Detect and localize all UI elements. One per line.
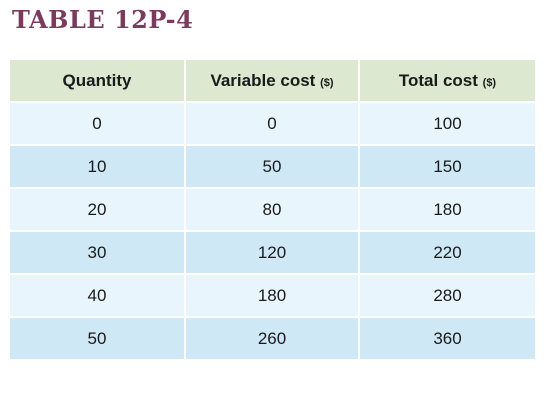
cost-table: Quantity Variable cost ($) Total cost ($… <box>10 60 535 359</box>
cell-total-cost: 180 <box>359 188 535 232</box>
cell-quantity: 10 <box>10 145 186 189</box>
cell-quantity: 40 <box>10 274 186 318</box>
cell-total-cost: 150 <box>359 145 535 189</box>
cell-total-cost: 280 <box>359 274 535 318</box>
cell-variable-cost: 80 <box>185 188 360 232</box>
table-row: 40 180 280 <box>10 274 535 318</box>
header-unit: ($) <box>482 76 497 89</box>
cell-total-cost: 100 <box>359 102 535 146</box>
table-row: 30 120 220 <box>10 231 535 275</box>
cell-quantity: 0 <box>10 102 186 146</box>
cell-total-cost: 220 <box>359 231 535 275</box>
header-quantity: Quantity <box>10 60 186 103</box>
cell-variable-cost: 180 <box>185 274 360 318</box>
table-title: TABLE 12P-4 <box>12 5 194 34</box>
cell-quantity: 50 <box>10 317 186 359</box>
table-row: 50 260 360 <box>10 317 535 359</box>
header-label: Variable cost <box>210 70 316 90</box>
header-label: Quantity <box>62 70 132 90</box>
table-row: 20 80 180 <box>10 188 535 232</box>
cell-variable-cost: 0 <box>185 102 360 146</box>
cell-total-cost: 360 <box>359 317 535 359</box>
table-row: 10 50 150 <box>10 145 535 189</box>
header-variable-cost: Variable cost ($) <box>185 60 360 103</box>
header-unit: ($) <box>320 76 334 89</box>
cell-variable-cost: 50 <box>185 145 360 189</box>
cell-quantity: 30 <box>10 231 186 275</box>
cell-variable-cost: 260 <box>185 317 360 359</box>
table-row: 0 0 100 <box>10 102 535 146</box>
header-total-cost: Total cost ($) <box>359 60 535 103</box>
header-label: Total cost <box>398 70 478 90</box>
cell-variable-cost: 120 <box>185 231 360 275</box>
cell-quantity: 20 <box>10 188 186 232</box>
header-row: Quantity Variable cost ($) Total cost ($… <box>10 60 535 103</box>
